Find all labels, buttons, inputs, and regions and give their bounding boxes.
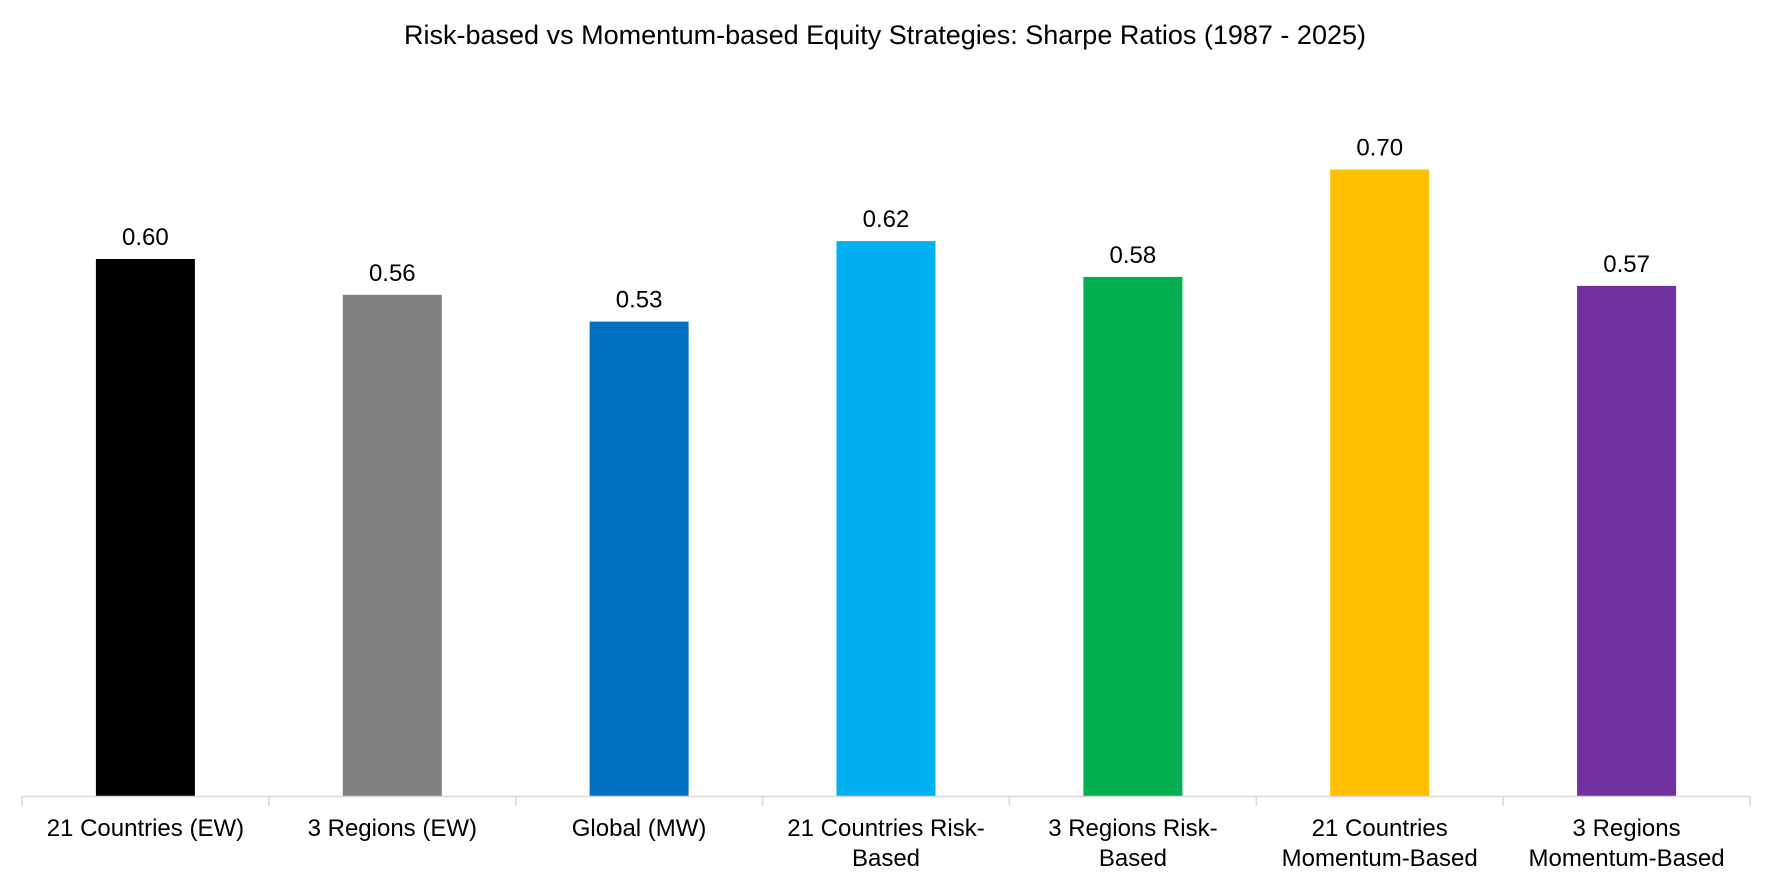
category-label-3: Global (MW) [572, 815, 707, 842]
category-label-line: 21 Countries (EW) [47, 815, 244, 842]
data-label-3: 0.53 [616, 287, 663, 314]
category-label-6: 21 Countries Momentum-Based [1282, 815, 1478, 872]
x-axis [21, 795, 1751, 806]
data-label-6: 0.70 [1356, 135, 1403, 162]
category-label-line: Based [1099, 845, 1167, 872]
data-label-1: 0.60 [122, 224, 169, 251]
bar-3 [589, 321, 689, 796]
category-label-line: Based [852, 845, 920, 872]
data-label-2: 0.56 [369, 260, 416, 287]
bar-7 [1577, 285, 1677, 796]
category-label-line: 3 Regions (EW) [308, 815, 477, 842]
bar-4 [836, 241, 936, 797]
bar-2 [342, 294, 442, 796]
data-label-7: 0.57 [1603, 251, 1650, 278]
category-label-5: 3 Regions Risk- Based [1048, 815, 1217, 872]
category-label-line: Global (MW) [572, 815, 707, 842]
bar-1 [95, 259, 195, 796]
data-label-4: 0.62 [863, 206, 910, 233]
category-label-line: 21 Countries [1312, 815, 1448, 842]
category-label-7: 3 Regions Momentum-Based [1529, 815, 1725, 872]
chart-title: Risk-based vs Momentum-based Equity Stra… [404, 20, 1366, 50]
category-label-2: 3 Regions (EW) [308, 815, 477, 842]
category-labels-group: 21 Countries (EW) 3 Regions (EW) Global (M… [47, 815, 1725, 872]
category-label-4: 21 Countries Risk- Based [787, 815, 984, 872]
bar-5 [1083, 276, 1183, 796]
category-label-1: 21 Countries (EW) [47, 815, 244, 842]
category-label-line: Momentum-Based [1529, 845, 1725, 872]
data-labels-group: 0.60 0.56 0.53 0.62 0.58 0.70 0.57 [122, 135, 1650, 314]
category-label-line: 3 Regions [1573, 815, 1681, 842]
category-label-line: 3 Regions Risk- [1048, 815, 1217, 842]
bars-group [95, 169, 1677, 797]
bar-6 [1330, 169, 1430, 796]
data-label-5: 0.58 [1110, 242, 1157, 269]
category-label-line: Momentum-Based [1282, 845, 1478, 872]
category-label-line: 21 Countries Risk- [787, 815, 984, 842]
